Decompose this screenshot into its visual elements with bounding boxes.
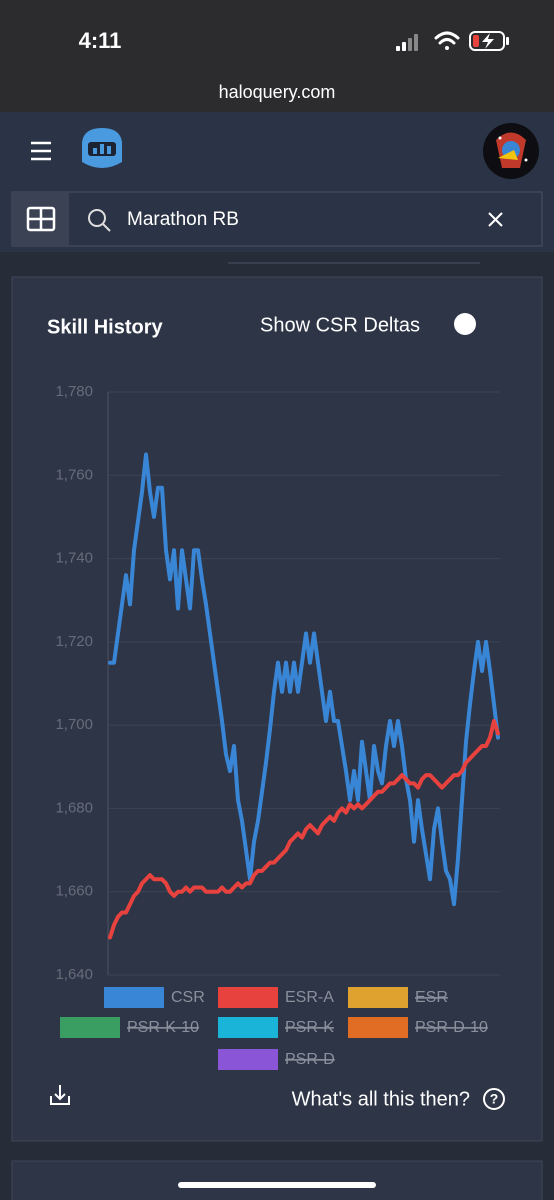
grid-icon xyxy=(26,206,56,232)
legend-swatch xyxy=(218,1017,278,1038)
search-icon xyxy=(88,209,111,232)
menu-button[interactable] xyxy=(31,141,51,161)
search-query[interactable]: Marathon RB xyxy=(127,209,239,230)
status-time: 4:11 xyxy=(79,28,122,53)
legend-swatch xyxy=(348,987,408,1008)
browser-chrome xyxy=(0,0,554,112)
y-tick-label: 1,740 xyxy=(55,550,93,567)
toggle-label: Show CSR Deltas xyxy=(260,314,420,336)
home-indicator xyxy=(178,1182,376,1188)
legend-label: ESR-A xyxy=(285,989,334,1006)
logo[interactable] xyxy=(82,128,122,168)
url: haloquery.com xyxy=(219,82,336,102)
battery-icon xyxy=(469,31,509,51)
search-bar[interactable] xyxy=(11,191,543,247)
signal-icon xyxy=(396,34,418,51)
legend-swatch xyxy=(348,1017,408,1038)
legend-label: PSR-D xyxy=(285,1051,335,1068)
wifi-icon xyxy=(434,31,460,50)
download-icon[interactable] xyxy=(50,1085,70,1105)
clear-button[interactable] xyxy=(488,212,503,227)
svg-text:?: ? xyxy=(490,1091,499,1107)
help-link[interactable]: What's all this then? xyxy=(292,1088,470,1110)
help-icon[interactable]: ? xyxy=(483,1088,505,1110)
y-tick-label: 1,700 xyxy=(55,716,93,733)
y-tick-label: 1,720 xyxy=(55,633,93,650)
legend-label: PSR-D-10 xyxy=(415,1019,488,1036)
legend-label: PSR-K xyxy=(285,1019,334,1036)
y-tick-label: 1,640 xyxy=(55,966,93,983)
legend-label: CSR xyxy=(171,989,205,1006)
y-tick-label: 1,760 xyxy=(55,466,93,483)
card-title: Skill History xyxy=(47,316,163,338)
legend-swatch xyxy=(218,987,278,1008)
y-tick-label: 1,680 xyxy=(55,799,93,816)
next-card xyxy=(11,1160,543,1200)
legend-swatch xyxy=(60,1017,120,1038)
skill-card xyxy=(11,276,543,1142)
legend-label: PSR-K-10 xyxy=(127,1019,199,1036)
series-line xyxy=(108,452,500,907)
legend-swatch xyxy=(104,987,164,1008)
series-line xyxy=(108,719,500,940)
y-tick-label: 1,780 xyxy=(55,383,93,400)
y-tick-label: 1,660 xyxy=(55,883,93,900)
avatar[interactable] xyxy=(483,123,539,179)
legend-swatch xyxy=(218,1049,278,1070)
toggle-switch[interactable] xyxy=(454,313,476,335)
chart: 1,640 1,660 1,680 1,700 1,720 1,740 1,760 1,780… xyxy=(55,383,500,1070)
legend-label: ESR xyxy=(415,989,448,1006)
